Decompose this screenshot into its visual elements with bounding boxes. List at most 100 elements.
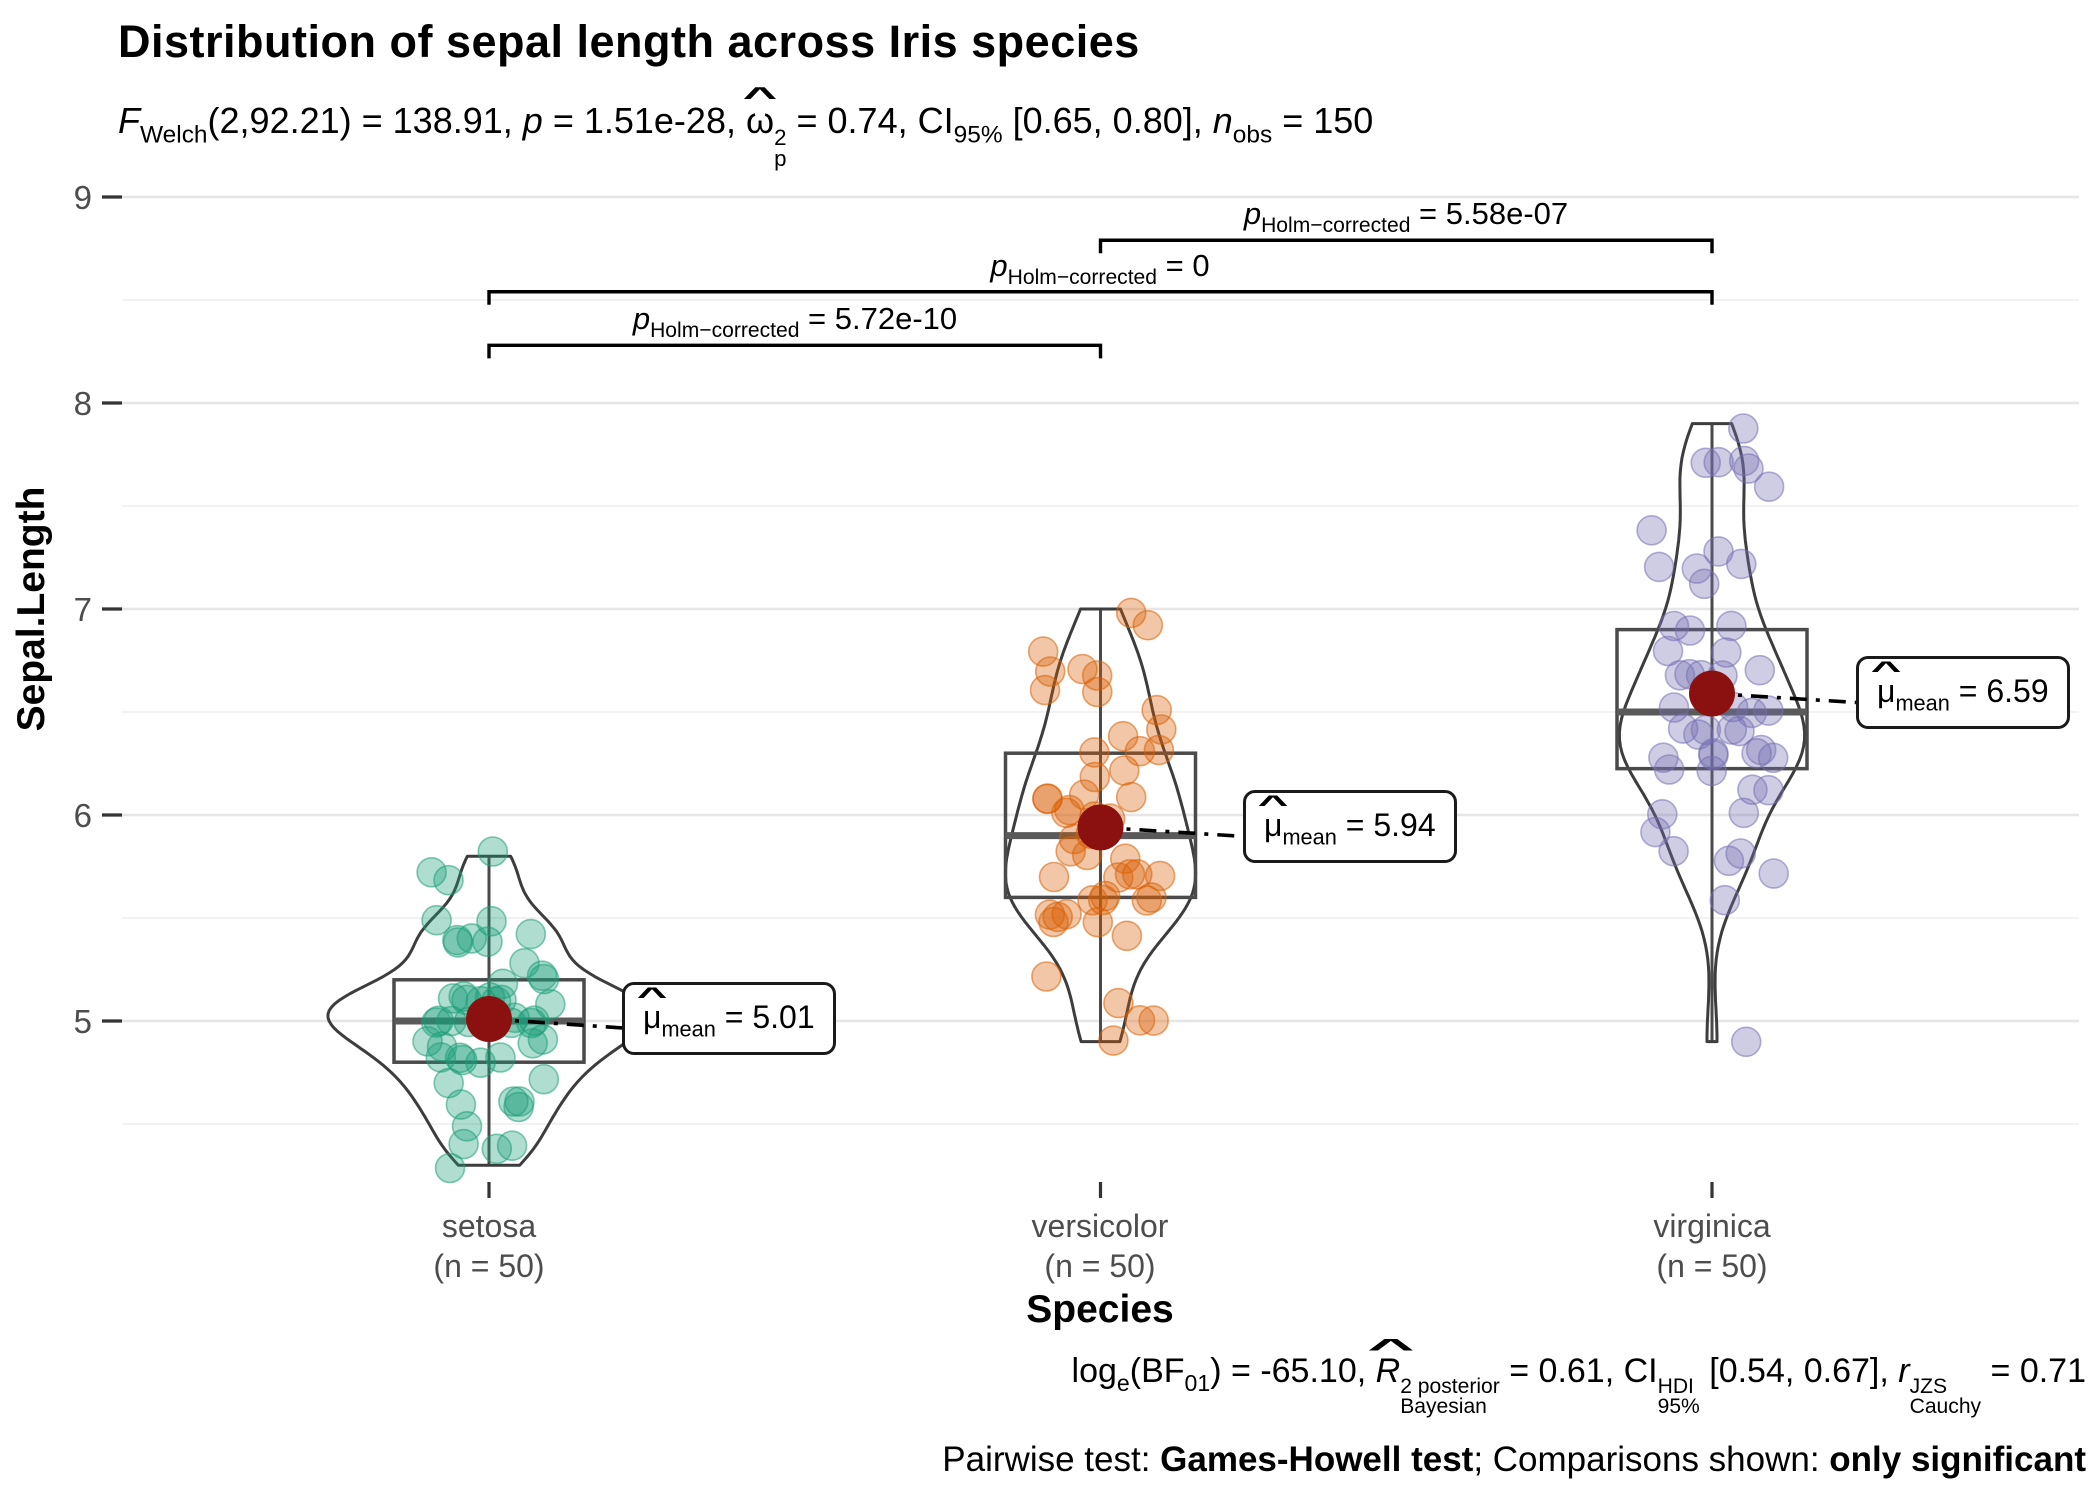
data-point-virginica	[1647, 798, 1678, 830]
data-point-versicolor	[1098, 1025, 1129, 1056]
equals: =	[1949, 673, 1987, 709]
equals: =	[715, 999, 753, 1035]
data-point-virginica	[1744, 654, 1776, 686]
data-point-versicolor	[1103, 862, 1134, 893]
x-axis-title: Species	[1026, 1288, 1174, 1331]
data-point-virginica	[1736, 697, 1768, 729]
bayes-caption: loge(BF01) = -65.10, ^ R 2 posterior Bayesi…	[1071, 1336, 2086, 1418]
data-point-versicolor	[1068, 779, 1100, 811]
bf-value: ) = -65.10,	[1210, 1352, 1376, 1390]
data-point-virginica	[1636, 514, 1667, 546]
data-point-setosa	[433, 864, 464, 896]
data-point-versicolor	[1111, 920, 1143, 952]
data-point-versicolor	[1122, 858, 1153, 890]
boxplot-versicolor	[1003, 751, 1198, 900]
data-point-setosa	[509, 947, 540, 979]
data-point-virginica	[1709, 884, 1741, 916]
footer-prefix: Pairwise test:	[942, 1440, 1161, 1479]
holm-corrected-sub: Holm−corrected	[1261, 214, 1411, 237]
data-point-versicolor	[1034, 656, 1066, 687]
data-point-virginica	[1716, 610, 1747, 642]
data-point-versicolor	[1144, 860, 1176, 892]
data-point-virginica	[1640, 816, 1671, 848]
data-point-virginica	[1753, 774, 1784, 806]
data-point-versicolor	[1029, 674, 1061, 706]
data-point-setosa	[487, 968, 519, 1000]
comparison-label-versicolor-virginica: pHolm−corrected = 5.58e-07	[1244, 196, 1568, 238]
significance-bracket	[1098, 238, 1714, 254]
mean-connector-virginica	[1711, 691, 1857, 705]
data-point-setosa	[496, 1130, 528, 1161]
violin-outline-setosa	[326, 854, 652, 1167]
mean-point-virginica	[1689, 670, 1735, 717]
omega-squared-symbol: ^ ω	[743, 83, 778, 142]
data-point-virginica	[1698, 739, 1729, 771]
omega-value: = 0.74,	[786, 100, 918, 141]
mean-point-versicolor	[1077, 804, 1124, 851]
bf-sub: 01	[1184, 1369, 1211, 1396]
r2-sub: Bayesian	[1400, 1394, 1487, 1418]
x-tick-virginica: virginica (n = 50)	[1653, 1206, 1770, 1286]
data-point-versicolor	[1132, 609, 1164, 641]
r2-value: = 0.61,	[1499, 1352, 1624, 1390]
y-tick-5: 5	[73, 1003, 92, 1040]
footer-middle: ; Comparisons shown:	[1473, 1440, 1830, 1479]
mean-sub: mean	[1895, 690, 1950, 716]
data-point-versicolor	[1055, 835, 1086, 867]
equals: =	[799, 301, 835, 336]
r2-sup: 2 posterior	[1400, 1374, 1500, 1398]
data-point-setosa	[420, 1007, 452, 1038]
mu-hat: ^ μ	[637, 984, 668, 1036]
data-point-versicolor	[1079, 761, 1111, 793]
f-statistic-value: (2,92.21) = 138.91,	[207, 100, 523, 141]
log-symbol: log	[1071, 1352, 1117, 1390]
data-point-virginica	[1758, 858, 1789, 889]
data-point-setosa	[485, 1042, 516, 1073]
boxplot-virginica	[1615, 627, 1809, 771]
equals: =	[1336, 807, 1374, 843]
mean-callout-virginica: ^ μmean = 6.59	[1856, 656, 2070, 730]
mean-callout-versicolor: ^ μmean = 5.94	[1243, 790, 1457, 864]
data-point-virginica	[1652, 635, 1684, 667]
p-symbol: p	[632, 301, 651, 336]
data-point-versicolor	[1115, 781, 1147, 813]
ci-supsub: HDI 95%	[1657, 1374, 1700, 1418]
data-point-virginica	[1688, 568, 1720, 600]
omega-sup: 2	[774, 124, 787, 150]
data-point-virginica	[1728, 445, 1760, 477]
ci-sup: HDI	[1657, 1374, 1694, 1398]
data-point-versicolor	[1079, 737, 1110, 768]
mean-connector-versicolor	[1100, 825, 1244, 839]
p-symbol: p	[1243, 196, 1262, 231]
data-point-virginica	[1728, 797, 1760, 829]
data-point-virginica	[1726, 548, 1757, 580]
hat-accent: ^	[1870, 656, 1902, 684]
data-point-setosa	[416, 856, 447, 888]
p-symbol: p	[990, 248, 1008, 283]
data-point-setosa	[503, 1091, 534, 1123]
data-point-setosa	[456, 923, 488, 954]
data-point-virginica	[1703, 446, 1734, 478]
x-tick-versicolor-n: (n = 50)	[1044, 1248, 1156, 1284]
ci-sub: 95%	[1657, 1394, 1700, 1418]
data-point-virginica	[1741, 737, 1772, 769]
data-point-versicolor	[1114, 858, 1146, 890]
data-point-versicolor	[1034, 899, 1066, 930]
r-supsub: JZS Cauchy	[1909, 1374, 1981, 1417]
data-point-setosa	[425, 1042, 457, 1073]
data-point-virginica	[1696, 755, 1727, 787]
r-symbol: r	[1898, 1352, 1910, 1390]
log-sub: e	[1116, 1369, 1130, 1396]
data-point-virginica	[1745, 734, 1777, 766]
data-point-setosa	[434, 1152, 466, 1184]
x-tick-setosa: setosa (n = 50)	[433, 1206, 544, 1286]
r-sup: JZS	[1909, 1374, 1948, 1398]
data-point-versicolor	[1103, 987, 1134, 1019]
data-point-versicolor	[1027, 636, 1059, 667]
significance-bracket	[487, 343, 1103, 359]
mean-value: 6.59	[1986, 673, 2049, 709]
mean-connector-setosa	[488, 1017, 623, 1030]
mean-value: 5.01	[752, 999, 815, 1035]
data-point-setosa	[421, 904, 452, 936]
